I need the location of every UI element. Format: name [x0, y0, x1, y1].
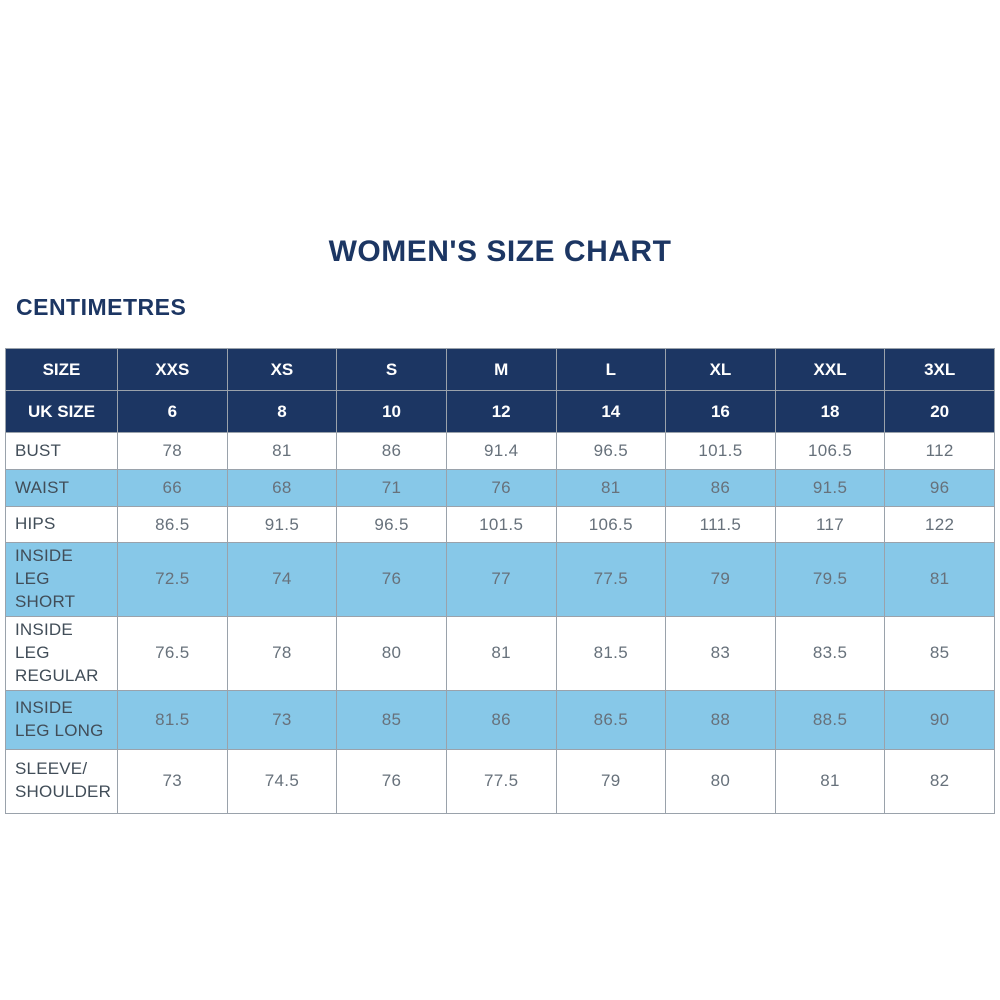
header-size-cell: L [555, 348, 667, 391]
header-row-size: SIZE XXS XS S M L XL XXL 3XL [5, 348, 995, 391]
table-row: INSIDE LEG REGULAR 76.5 78 80 81 81.5 83 83.5 85 [5, 615, 995, 691]
measurement-cell: 106.5 [555, 506, 667, 543]
measurement-cell: 85 [336, 689, 447, 750]
measurement-cell: 71 [336, 469, 447, 507]
header-size-cell: XS [226, 348, 338, 391]
measurement-cell: 96.5 [555, 432, 667, 470]
measurement-cell: 76 [336, 542, 447, 617]
header-label: SIZE [5, 348, 118, 391]
measurement-cell: 77.5 [555, 542, 667, 617]
header-size-cell: 8 [226, 390, 338, 433]
table-row: WAIST 66 68 71 76 81 86 91.5 96 [5, 469, 995, 507]
measurement-cell: 91.4 [445, 432, 557, 470]
measurement-cell: 101.5 [445, 506, 557, 543]
measurement-cell: 74.5 [226, 748, 338, 814]
measurement-cell: 81.5 [555, 615, 667, 691]
measurement-cell: 86 [445, 689, 557, 750]
measurement-cell: 86.5 [555, 689, 667, 750]
measurement-cell: 86 [665, 469, 776, 507]
measurement-cell: 73 [117, 748, 228, 814]
size-table-body: BUST 78 81 86 91.4 96.5 101.5 106.5 112 WAIST 66 68… [5, 432, 995, 814]
measurement-cell: 78 [117, 432, 228, 470]
header-size-cell: 6 [117, 390, 228, 433]
measurement-cell: 117 [774, 506, 886, 543]
measurement-cell: 112 [884, 432, 995, 470]
measurement-cell: 81.5 [117, 689, 228, 750]
table-row: SLEEVE/ SHOULDER 73 74.5 76 77.5 79 80 81 82 [5, 748, 995, 814]
measurement-cell: 66 [117, 469, 228, 507]
row-label: SLEEVE/ SHOULDER [5, 748, 118, 814]
measurement-cell: 79.5 [774, 542, 886, 617]
measurement-cell: 81 [774, 748, 886, 814]
measurement-cell: 82 [884, 748, 995, 814]
row-label: BUST [5, 432, 118, 470]
header-size-cell: 10 [336, 390, 447, 433]
measurement-cell: 76.5 [117, 615, 228, 691]
units-label: CENTIMETRES [16, 294, 187, 320]
measurement-cell: 96 [884, 469, 995, 507]
table-row: HIPS 86.5 91.5 96.5 101.5 106.5 111.5 117 122 [5, 506, 995, 543]
header-size-cell: XXL [774, 348, 886, 391]
measurement-cell: 77 [445, 542, 557, 617]
measurement-cell: 81 [226, 432, 338, 470]
measurement-cell: 68 [226, 469, 338, 507]
row-label: INSIDE LEG SHORT [5, 542, 118, 617]
measurement-cell: 90 [884, 689, 995, 750]
measurement-cell: 78 [226, 615, 338, 691]
measurement-cell: 80 [336, 615, 447, 691]
measurement-cell: 91.5 [226, 506, 338, 543]
header-size-cell: S [336, 348, 447, 391]
measurement-cell: 80 [665, 748, 776, 814]
measurement-cell: 81 [884, 542, 995, 617]
table-row: BUST 78 81 86 91.4 96.5 101.5 106.5 112 [5, 432, 995, 470]
measurement-cell: 81 [555, 469, 667, 507]
header-size-cell: XL [665, 348, 776, 391]
table-row: INSIDE LEG SHORT 72.5 74 76 77 77.5 79 79.5 81 [5, 542, 995, 617]
header-size-cell: 3XL [884, 348, 995, 391]
header-size-cell: XXS [117, 348, 228, 391]
header-row-uk-size: UK SIZE 6 8 10 12 14 16 18 20 [5, 390, 995, 433]
measurement-cell: 101.5 [665, 432, 776, 470]
measurement-cell: 85 [884, 615, 995, 691]
size-chart-table: SIZE XXS XS S M L XL XXL 3XL UK SIZE 6 8 10 12 14 16 18 2… [5, 348, 995, 814]
measurement-cell: 76 [336, 748, 447, 814]
measurement-cell: 96.5 [336, 506, 447, 543]
header-size-cell: 20 [884, 390, 995, 433]
header-size-cell: 18 [774, 390, 886, 433]
measurement-cell: 88 [665, 689, 776, 750]
measurement-cell: 122 [884, 506, 995, 543]
size-table-head: SIZE XXS XS S M L XL XXL 3XL UK SIZE 6 8 10 12 14 16 18 2… [5, 348, 995, 433]
header-size-cell: 12 [445, 390, 557, 433]
measurement-cell: 86.5 [117, 506, 228, 543]
measurement-cell: 76 [445, 469, 557, 507]
measurement-cell: 79 [665, 542, 776, 617]
row-label: INSIDE LEG LONG [5, 689, 118, 750]
measurement-cell: 72.5 [117, 542, 228, 617]
page-title: WOMEN'S SIZE CHART [328, 235, 672, 268]
measurement-cell: 86 [336, 432, 447, 470]
table-row: INSIDE LEG LONG 81.5 73 85 86 86.5 88 88.5 90 [5, 689, 995, 750]
measurement-cell: 77.5 [445, 748, 557, 814]
measurement-cell: 74 [226, 542, 338, 617]
measurement-cell: 111.5 [665, 506, 776, 543]
measurement-cell: 81 [445, 615, 557, 691]
header-size-cell: 14 [555, 390, 667, 433]
header-size-cell: 16 [665, 390, 776, 433]
measurement-cell: 106.5 [774, 432, 886, 470]
measurement-cell: 88.5 [774, 689, 886, 750]
header-label: UK SIZE [5, 390, 118, 433]
row-label: HIPS [5, 506, 118, 543]
measurement-cell: 79 [555, 748, 667, 814]
row-label: INSIDE LEG REGULAR [5, 615, 118, 691]
measurement-cell: 83 [665, 615, 776, 691]
measurement-cell: 83.5 [774, 615, 886, 691]
row-label: WAIST [5, 469, 118, 507]
measurement-cell: 73 [226, 689, 338, 750]
measurement-cell: 91.5 [774, 469, 886, 507]
header-size-cell: M [445, 348, 557, 391]
